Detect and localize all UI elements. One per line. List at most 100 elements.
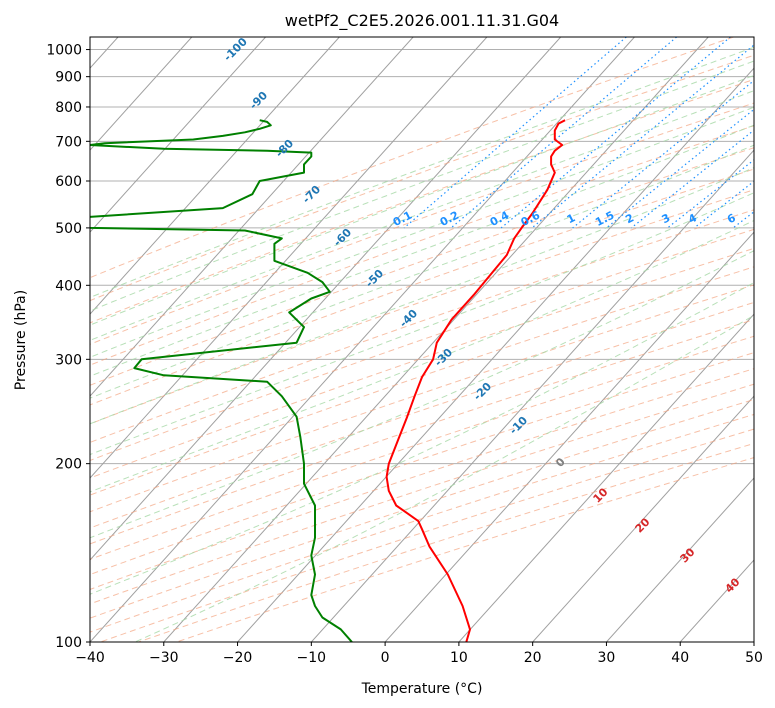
- isopleth-labels: 0.10.20.40.611.52346810131620253036-100-…: [221, 37, 767, 596]
- dry-adiabat-line: [90, 352, 754, 576]
- dry-adiabat-label: -10: [507, 414, 530, 437]
- y-tick-label: 600: [55, 174, 82, 190]
- isotherm-line: [679, 559, 754, 642]
- moist-adiabat-line: [90, 106, 754, 358]
- mixing-ratio-line: [762, 37, 775, 228]
- moist-adiabat-label: 20: [633, 515, 653, 535]
- dry-adiabat-line: [90, 399, 754, 619]
- y-tick-label: 300: [55, 352, 82, 368]
- dry-adiabat-line: [90, 247, 754, 479]
- dry-adiabat-line: [90, 319, 754, 545]
- x-tick-label: 40: [671, 650, 689, 666]
- moist-adiabat-line: [90, 192, 754, 456]
- temperature-profile-line: [385, 119, 566, 642]
- x-axis: −40 −30 −20 −10 0 10 20 30 40 50: [75, 642, 763, 666]
- moist-adiabat-line: [90, 167, 754, 425]
- isotherm-line: [90, 37, 635, 642]
- x-tick-label: 10: [450, 650, 468, 666]
- series-layer: [90, 119, 566, 642]
- mixing-ratio-label: 0.1: [391, 209, 414, 229]
- mixing-ratio-line: [606, 108, 754, 229]
- mixing-ratio-label: 8: [754, 211, 767, 226]
- dry-adiabat-label: -70: [300, 183, 323, 206]
- moist-adiabat-line: [90, 282, 754, 595]
- isotherm-line: [90, 37, 488, 479]
- isotherm-line: [90, 37, 193, 151]
- isotherm-line: [606, 477, 754, 642]
- dry-adiabat-line: [90, 168, 754, 406]
- y-tick-label: 700: [55, 134, 82, 150]
- mixing-ratio-line: [403, 37, 627, 229]
- isotherm-line: [90, 37, 414, 397]
- dry-adiabat-line: [90, 301, 754, 529]
- isotherm-line: [532, 395, 754, 642]
- moist-adiabat-line: [90, 124, 754, 377]
- y-tick-label: 200: [55, 457, 82, 473]
- moist-adiabat-label: 40: [723, 575, 743, 595]
- isotherm-line: [237, 67, 754, 642]
- dry-adiabat-label: -60: [331, 226, 354, 249]
- isotherm-line: [310, 149, 754, 642]
- y-tick-label: 800: [55, 100, 82, 116]
- dry-adiabat-line: [90, 335, 754, 560]
- isotherm-line: [384, 231, 754, 642]
- dry-adiabat-line: [90, 125, 754, 366]
- y-tick-label: 900: [55, 70, 82, 86]
- x-tick-label: 20: [524, 650, 542, 666]
- y-tick-label: 500: [55, 221, 82, 237]
- moist-adiabat-label: 30: [678, 545, 698, 565]
- y-axis: 1000 900 800 700 600 500 400 300 200 100: [46, 43, 90, 651]
- mixing-ratio-line: [630, 129, 754, 229]
- dry-adiabat-label: -40: [397, 307, 420, 330]
- dry-adiabat-line: [90, 189, 754, 425]
- dry-adiabat-label: -80: [273, 137, 296, 160]
- grid-layer: [90, 37, 775, 642]
- mixing-ratio-line: [531, 44, 754, 229]
- mixing-ratio-line: [572, 79, 754, 229]
- mixing-ratio-line: [667, 159, 754, 229]
- mixing-ratio-line: [500, 37, 731, 229]
- chart-title: wetPf2_C2E5.2026.001.11.31.G04: [285, 11, 559, 31]
- y-axis-title: Pressure (hPa): [13, 290, 29, 390]
- dry-adiabat-label: -90: [247, 89, 270, 112]
- x-tick-label: −20: [223, 650, 253, 666]
- dry-adiabat-line: [90, 78, 754, 324]
- moist-adiabat-line: [90, 46, 754, 299]
- x-tick-label: −40: [75, 650, 105, 666]
- y-tick-label: 100: [55, 635, 82, 651]
- dry-adiabat-line: [90, 37, 734, 279]
- y-tick-label: 400: [55, 278, 82, 294]
- mixing-ratio-label: 1.5: [593, 209, 616, 229]
- isotherm-line: [753, 641, 754, 642]
- isotherm-line: [458, 313, 754, 642]
- x-tick-label: −30: [149, 650, 179, 666]
- moist-adiabat-label: 10: [591, 485, 611, 505]
- moist-adiabat-line: [90, 74, 754, 326]
- mixing-ratio-label: 1: [565, 211, 578, 226]
- moist-adiabat-line: [90, 250, 754, 539]
- isotherm-line: [90, 37, 562, 561]
- dry-adiabat-line: [90, 368, 754, 590]
- mixing-ratio-label: 6: [725, 211, 738, 226]
- dry-adiabat-label: 0: [553, 455, 568, 470]
- isotherm-line: [90, 37, 340, 315]
- dry-adiabat-line: [90, 266, 754, 496]
- moist-adiabat-line: [90, 219, 754, 493]
- y-tick-label: 1000: [46, 43, 82, 59]
- x-tick-label: 50: [745, 650, 763, 666]
- dewpoint-profile-line: [90, 119, 353, 642]
- x-axis-title: Temperature (°C): [361, 681, 483, 697]
- isotherm-line: [163, 37, 709, 642]
- dry-adiabat-line: [90, 413, 754, 633]
- mixing-ratio-label: 3: [660, 211, 673, 226]
- moist-adiabat-line: [90, 60, 754, 312]
- mixing-ratio-label: 2: [623, 211, 636, 226]
- moist-adiabat-line: [134, 314, 754, 642]
- isotherm-line: [90, 37, 266, 233]
- plot-frame: [89, 36, 755, 643]
- dry-adiabat-line: [90, 209, 754, 443]
- dry-adiabat-line: [90, 102, 754, 345]
- dry-adiabat-line: [90, 383, 754, 605]
- mixing-ratio-label: 0.4: [488, 208, 512, 229]
